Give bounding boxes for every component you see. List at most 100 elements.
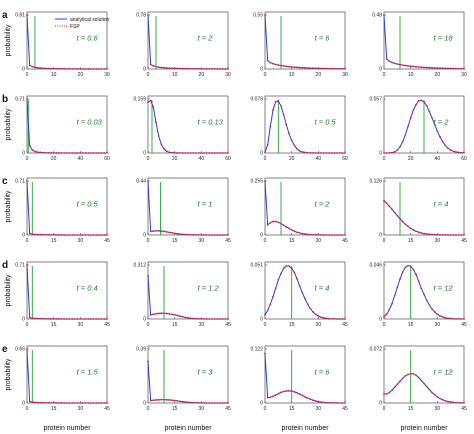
fsp-point-d1-9 xyxy=(50,317,52,320)
x-tick-label-c4-1: 15 xyxy=(408,238,414,244)
fsp-point-e3-5 xyxy=(277,392,280,395)
fsp-point-e2-26 xyxy=(216,402,219,404)
fsp-point-a2-1 xyxy=(149,63,152,66)
x-tick-label-c3-3: 45 xyxy=(342,238,348,244)
fsp-point-d4-4 xyxy=(393,294,396,297)
fsp-point-d2-19 xyxy=(197,317,200,320)
fsp-point-b2-1 xyxy=(149,99,152,102)
fsp-point-c4-24 xyxy=(447,234,449,236)
fsp-point-a2-30 xyxy=(227,68,229,70)
fsp-point-c2-12 xyxy=(179,233,181,235)
y-tick-top-a4: 0.48 xyxy=(372,13,382,19)
fsp-point-b1-16 xyxy=(68,152,71,154)
time-label-c3: t = 2 xyxy=(315,200,331,209)
fsp-point-e2-10 xyxy=(173,399,176,402)
fsp-point-a4-30 xyxy=(463,67,465,70)
fsp-point-d3-21 xyxy=(320,316,322,319)
y-tick-top-e4: 0.072 xyxy=(369,347,382,353)
fsp-point-c2-27 xyxy=(219,234,221,236)
y-tick-0-b1: 0 xyxy=(22,151,25,157)
y-tick-top-c1: 0.71 xyxy=(15,179,25,185)
analytical-line-a2 xyxy=(147,14,229,70)
fsp-point-c3-0 xyxy=(264,180,266,182)
plot-frame-e2 xyxy=(147,345,229,404)
fsp-point-a3-17 xyxy=(309,67,312,69)
fsp-point-d3-1 xyxy=(266,309,269,312)
x-tick-label-d4-1: 15 xyxy=(408,322,414,328)
fsp-point-c4-15 xyxy=(423,232,425,235)
analytical-line-c4 xyxy=(383,200,464,236)
fsp-point-c4-1 xyxy=(385,202,388,205)
fsp-point-d1-0 xyxy=(26,264,28,266)
fsp-point-e1-9 xyxy=(50,401,52,404)
plot-frame-c4 xyxy=(383,177,465,236)
fsp-point-d2-14 xyxy=(184,316,187,319)
fsp-point-a2-10 xyxy=(173,67,176,70)
fsp-point-e1-5 xyxy=(39,401,42,404)
fsp-point-e1-25 xyxy=(92,402,95,404)
fsp-point-b3-10 xyxy=(290,139,293,142)
x-tick-label-d3-2: 30 xyxy=(316,322,322,328)
fsp-point-a4-10 xyxy=(409,65,412,68)
time-label-c1: t = 0.5 xyxy=(77,200,99,209)
fsp-point-b4-28 xyxy=(457,151,460,154)
fsp-point-e2-11 xyxy=(176,400,179,402)
x-tick-label-c2-3: 45 xyxy=(225,238,231,244)
fsp-point-a1-3 xyxy=(34,66,36,69)
fsp-point-b3-29 xyxy=(341,152,344,154)
fsp-point-c2-11 xyxy=(176,232,179,235)
fsp-point-a3-11 xyxy=(293,66,296,69)
fsp-point-e1-7 xyxy=(44,401,47,404)
fsp-point-b4-9 xyxy=(407,125,409,128)
fsp-point-c4-14 xyxy=(420,232,423,234)
fsp-point-d2-21 xyxy=(203,318,205,320)
y-tick-0-d2: 0 xyxy=(143,317,146,323)
fsp-point-d4-7 xyxy=(401,271,404,273)
fsp-point-e3-8 xyxy=(285,390,288,392)
fsp-point-c2-6 xyxy=(163,230,165,233)
fsp-point-a1-25 xyxy=(92,68,95,70)
fsp-point-a2-6 xyxy=(163,66,165,69)
fsp-point-d1-8 xyxy=(47,317,50,320)
fsp-point-c4-23 xyxy=(444,234,447,236)
fsp-point-d1-25 xyxy=(92,318,95,320)
fsp-point-c2-30 xyxy=(227,234,229,236)
fsp-point-d2-13 xyxy=(181,316,184,318)
fsp-point-c2-4 xyxy=(157,229,160,232)
fsp-point-c4-28 xyxy=(457,234,460,236)
fsp-point-c3-7 xyxy=(282,224,285,227)
fsp-point-b4-12 xyxy=(415,103,417,106)
fsp-point-c1-10 xyxy=(52,233,55,236)
fsp-point-e1-21 xyxy=(82,402,84,404)
fsp-point-a3-28 xyxy=(338,67,341,70)
fsp-point-e3-30 xyxy=(344,402,346,404)
fsp-point-e1-2 xyxy=(31,401,34,404)
fsp-point-d3-26 xyxy=(333,317,336,320)
fsp-point-c4-27 xyxy=(455,234,457,236)
fsp-point-b1-15 xyxy=(66,152,68,154)
fsp-point-e4-5 xyxy=(396,383,399,386)
fsp-point-c2-7 xyxy=(165,231,168,233)
fsp-point-b4-16 xyxy=(425,104,428,107)
fsp-point-d3-30 xyxy=(344,318,346,320)
fsp-point-e2-17 xyxy=(192,401,195,404)
fsp-point-c2-16 xyxy=(189,233,192,236)
fsp-point-d1-18 xyxy=(74,318,76,320)
fsp-point-c2-20 xyxy=(200,234,203,236)
fsp-point-a4-3 xyxy=(391,61,393,64)
x-tick-label-a3-3: 30 xyxy=(342,72,348,78)
fsp-point-a3-27 xyxy=(336,67,338,70)
fsp-point-a3-16 xyxy=(306,67,309,69)
fsp-point-b1-8 xyxy=(47,151,50,154)
fsp-point-b1-19 xyxy=(76,152,79,154)
fsp-point-c4-12 xyxy=(415,230,417,233)
row-letter-d: d xyxy=(2,260,8,271)
time-label-e1: t = 1.5 xyxy=(77,368,99,377)
fsp-point-d2-30 xyxy=(227,318,229,320)
y-tick-0-c2: 0 xyxy=(143,233,146,239)
fsp-point-a1-2 xyxy=(31,65,34,68)
fsp-point-d3-25 xyxy=(330,317,333,320)
fsp-point-d2-29 xyxy=(224,318,227,320)
fsp-point-d1-22 xyxy=(84,318,87,320)
fsp-point-c2-15 xyxy=(187,233,189,236)
